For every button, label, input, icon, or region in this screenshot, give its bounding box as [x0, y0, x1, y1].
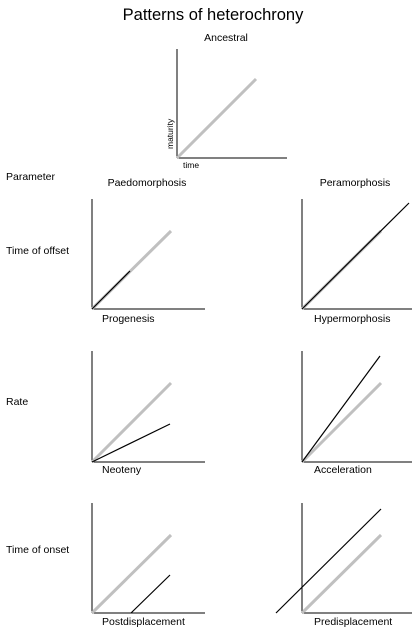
acceleration-derived-trajectory [301, 355, 381, 463]
predisplacement-panel: Predisplacement [275, 503, 412, 628]
row-time-of-onset-label: Time of onset [6, 544, 69, 556]
neoteny-derived-trajectory [91, 423, 171, 463]
row-rate-label: Rate [6, 396, 28, 408]
ancestral-y-axis-label: maturity [165, 118, 175, 149]
row-time-of-offset-label: Time of offset [6, 245, 69, 257]
ancestral-panel: Ancestral time maturity [165, 32, 287, 170]
paedomorphosis-heading: Paedomorphosis [108, 177, 187, 189]
neoteny-label: Neoteny [102, 464, 142, 476]
postdisplacement-panel: Postdisplacement [90, 503, 205, 628]
ancestral-x-axis-label: time [183, 160, 199, 170]
predisplacement-label: Predisplacement [314, 616, 392, 628]
progenesis-label: Progenesis [102, 313, 155, 325]
ancestral-trajectory [175, 77, 258, 160]
peramorphosis-heading: Peramorphosis [320, 177, 391, 189]
diagram-title: Patterns of heterochrony [123, 6, 304, 24]
acceleration-ancestral-trajectory [300, 381, 383, 464]
neoteny-ancestral-trajectory [90, 381, 173, 464]
acceleration-label: Acceleration [314, 464, 372, 476]
hypermorphosis-label: Hypermorphosis [314, 313, 390, 325]
progenesis-panel: Progenesis [90, 199, 205, 325]
parameter-heading: Parameter [6, 171, 56, 183]
acceleration-panel: Acceleration [300, 351, 412, 476]
progenesis-derived-trajectory [91, 270, 131, 310]
ancestral-heading: Ancestral [204, 32, 248, 44]
hypermorphosis-derived-trajectory [301, 202, 410, 310]
neoteny-panel: Neoteny [90, 351, 205, 476]
postdisplacement-ancestral-trajectory [90, 533, 173, 615]
postdisplacement-derived-trajectory [130, 574, 171, 614]
predisplacement-derived-trajectory [275, 508, 382, 614]
hypermorphosis-panel: Hypermorphosis [300, 199, 412, 325]
predisplacement-ancestral-trajectory [300, 533, 383, 615]
postdisplacement-label: Postdisplacement [102, 616, 185, 628]
